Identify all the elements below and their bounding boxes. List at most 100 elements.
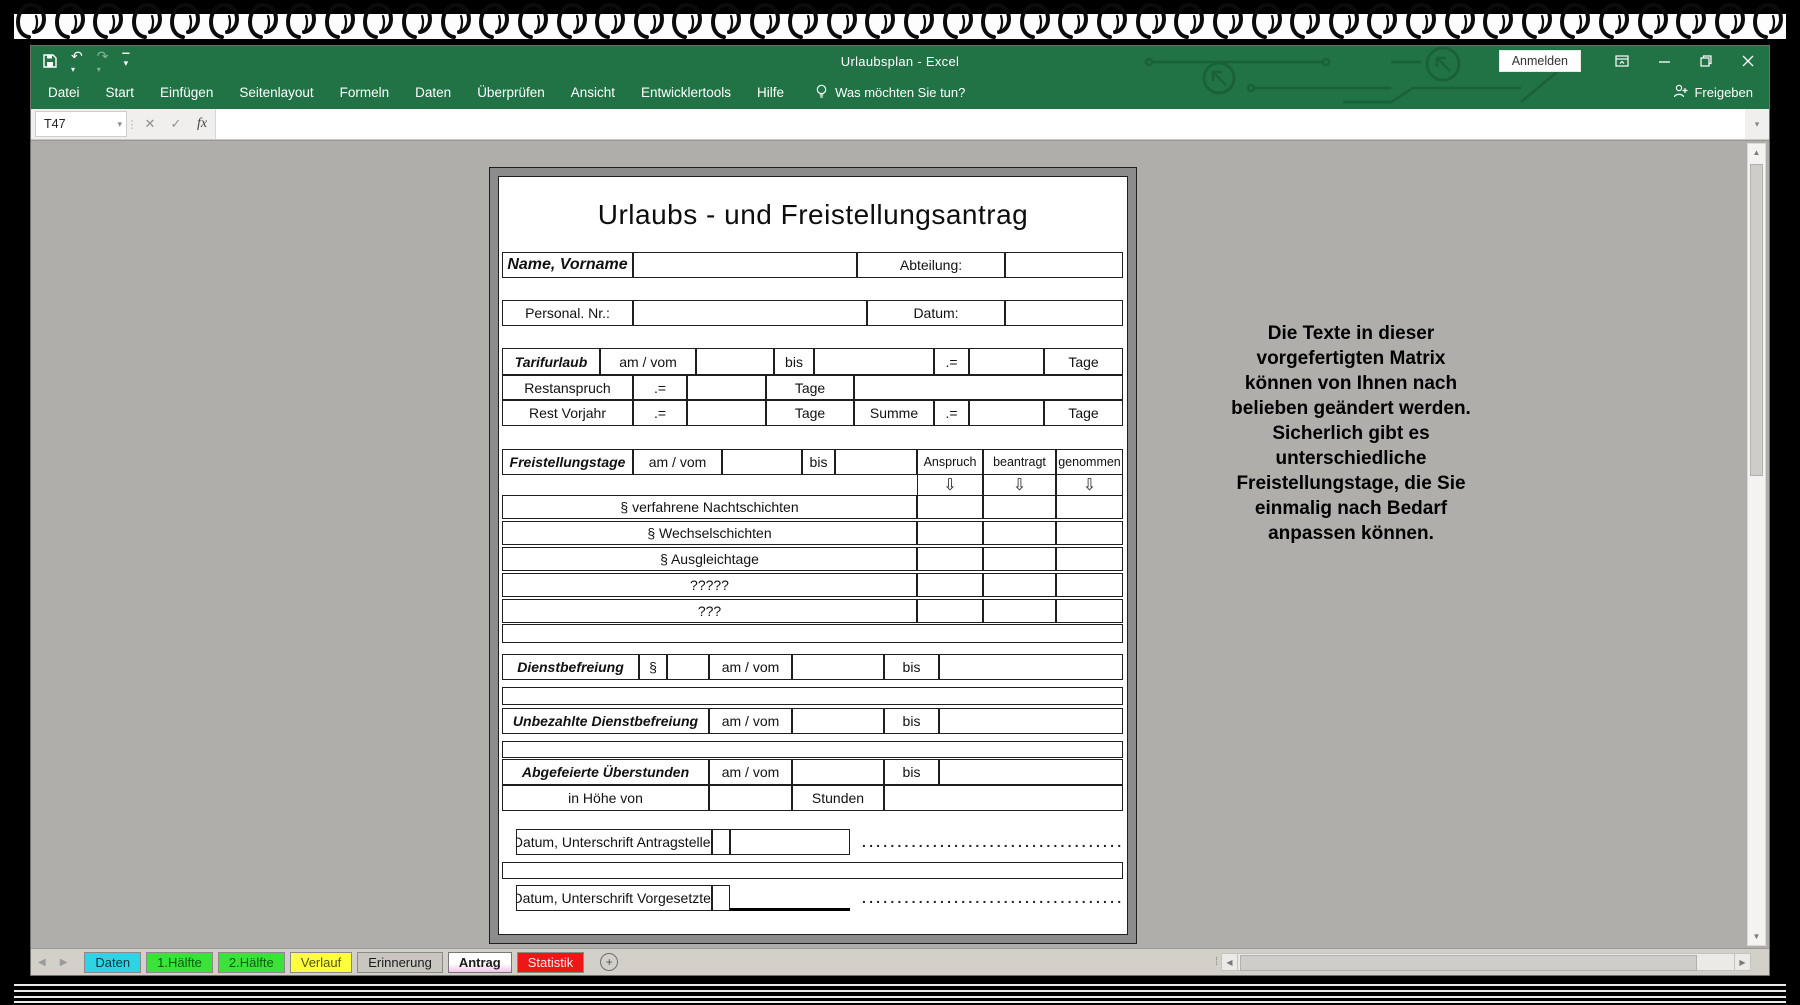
signin-button[interactable]: Anmelden (1498, 50, 1581, 72)
form-input-cell[interactable] (983, 521, 1056, 545)
formula-bar-expand-icon[interactable]: ▾ (1754, 118, 1760, 129)
form-input-cell[interactable] (854, 375, 1123, 400)
form-input-cell[interactable] (1056, 521, 1123, 545)
ribbon-tab-einfügen[interactable]: Einfügen (160, 85, 214, 100)
form-input-cell[interactable] (712, 885, 730, 911)
name-box-dropdown-icon[interactable]: ▾ (117, 118, 122, 129)
sheet-nav-left-icon[interactable]: ◀ (38, 956, 46, 968)
form-input-cell[interactable] (917, 599, 983, 623)
tell-me-search[interactable]: Was möchten Sie tun? (815, 84, 965, 102)
vertical-scroll-thumb[interactable] (1750, 164, 1763, 476)
form-input-cell[interactable] (712, 829, 730, 855)
name-box[interactable]: T47 ▾ (35, 111, 127, 137)
horizontal-scrollbar[interactable]: ◀ ▶ (1221, 952, 1751, 972)
ribbon-tab-formeln[interactable]: Formeln (339, 85, 390, 100)
close-button[interactable] (1727, 46, 1769, 76)
form-input-cell[interactable] (917, 521, 983, 545)
form-input-cell[interactable] (983, 599, 1056, 623)
spiral-ring-icon (1444, 1, 1475, 41)
form-label-cell: ⇩ (1056, 475, 1123, 495)
form-input-cell[interactable] (687, 375, 766, 400)
ribbon-display-options-icon[interactable] (1601, 46, 1643, 76)
save-icon[interactable] (43, 54, 57, 68)
sheet-nav-right-icon[interactable]: ▶ (59, 956, 68, 968)
form-input-cell[interactable] (939, 759, 1123, 785)
page-edge-line (14, 996, 1786, 998)
ribbon-tab-datei[interactable]: Datei (48, 85, 80, 100)
vertical-scrollbar[interactable]: ▲ ▼ (1747, 143, 1766, 946)
redo-icon[interactable]: ↷ ▾ (96, 48, 109, 74)
form-input-cell[interactable] (709, 785, 792, 811)
scroll-up-icon[interactable]: ▲ (1752, 148, 1761, 157)
form-input-cell[interactable] (502, 862, 1123, 879)
form-input-cell[interactable] (696, 348, 774, 375)
form-input-cell[interactable] (1056, 547, 1123, 571)
scroll-down-icon[interactable]: ▼ (1752, 932, 1761, 941)
restore-button[interactable] (1685, 46, 1727, 76)
form-input-cell[interactable] (730, 829, 850, 855)
form-input-cell[interactable] (1056, 573, 1123, 597)
ribbon-tab-entwicklertools[interactable]: Entwicklertools (641, 85, 732, 100)
cancel-icon[interactable]: ✕ (144, 116, 156, 131)
add-sheet-button[interactable]: + (600, 953, 619, 971)
form-input-cell[interactable] (792, 708, 884, 734)
horizontal-scroll-track[interactable] (1238, 953, 1734, 971)
ribbon-tab-start[interactable]: Start (105, 85, 135, 100)
sheet-tab-verlauf[interactable]: Verlauf (289, 951, 353, 973)
form-input-cell[interactable] (687, 400, 766, 426)
form-input-cell[interactable] (792, 759, 884, 785)
form-input-cell[interactable] (917, 573, 983, 597)
form-input-cell[interactable] (633, 252, 857, 278)
form-input-cell[interactable] (835, 449, 917, 475)
form-input-cell[interactable] (1005, 300, 1123, 326)
form-input-cell[interactable] (1005, 252, 1123, 278)
form-input-cell[interactable] (502, 624, 1123, 643)
horizontal-scroll-thumb[interactable] (1240, 955, 1697, 971)
minimize-button[interactable] (1643, 46, 1685, 76)
scroll-left-icon[interactable]: ◀ (1221, 953, 1238, 971)
customize-qat-icon[interactable]: ▔ ▾ (122, 52, 130, 68)
form-input-cell[interactable] (502, 741, 1123, 758)
enter-icon[interactable]: ✓ (170, 116, 182, 131)
form-input-cell[interactable] (792, 654, 884, 680)
form-input-cell[interactable] (667, 654, 709, 680)
share-button[interactable]: Freigeben (1673, 84, 1753, 101)
form-input-cell[interactable] (722, 449, 802, 475)
form-input-cell[interactable] (884, 785, 1123, 811)
ribbon-tab-daten[interactable]: Daten (415, 85, 452, 100)
form-input-cell[interactable] (983, 547, 1056, 571)
form-input-cell[interactable] (969, 400, 1044, 426)
form-input-cell[interactable] (814, 348, 934, 375)
formula-input[interactable] (215, 109, 1745, 139)
ribbon-tab-überprüfen[interactable]: Überprüfen (477, 85, 545, 100)
tab-splitter-handle[interactable]: ⁞ (1214, 956, 1219, 968)
sheet-tab-antrag[interactable]: Antrag (447, 951, 512, 973)
undo-icon[interactable]: ↶ ▾ (71, 48, 83, 74)
spiral-ring-icon (633, 1, 664, 41)
form-input-cell[interactable] (939, 708, 1123, 734)
ribbon-tab-hilfe[interactable]: Hilfe (757, 85, 785, 100)
sheet-tab-daten[interactable]: Daten (84, 951, 142, 973)
sheet-tab-statistik[interactable]: Statistik (516, 951, 585, 973)
form-input-cell[interactable] (502, 687, 1123, 705)
form-input-cell[interactable] (983, 573, 1056, 597)
sheet-tab-erinnerung[interactable]: Erinnerung (357, 951, 443, 973)
form-input-cell[interactable] (983, 495, 1056, 519)
form-input-cell[interactable] (633, 300, 867, 326)
form-input-cell[interactable] (969, 348, 1044, 375)
sheet-tab-2.hälfte[interactable]: 2.Hälfte (217, 951, 285, 973)
ribbon-tab-seitenlayout[interactable]: Seitenlayout (239, 85, 314, 100)
spiral-ring-icon (93, 1, 124, 41)
form-input-cell[interactable] (939, 654, 1123, 680)
form-input-cell[interactable] (730, 885, 850, 911)
form-input-cell[interactable] (917, 495, 983, 519)
form-input-cell[interactable] (917, 547, 983, 571)
insert-function-icon[interactable]: fx (196, 116, 208, 131)
ribbon-tab-ansicht[interactable]: Ansicht (570, 85, 616, 100)
form-input-cell[interactable] (1056, 495, 1123, 519)
lightbulb-icon (815, 84, 828, 102)
scroll-right-icon[interactable]: ▶ (1734, 953, 1751, 971)
sheet-tab-1.hälfte[interactable]: 1.Hälfte (146, 951, 213, 973)
window-title: Urlaubsplan - Excel (840, 53, 960, 69)
form-input-cell[interactable] (1056, 599, 1123, 623)
